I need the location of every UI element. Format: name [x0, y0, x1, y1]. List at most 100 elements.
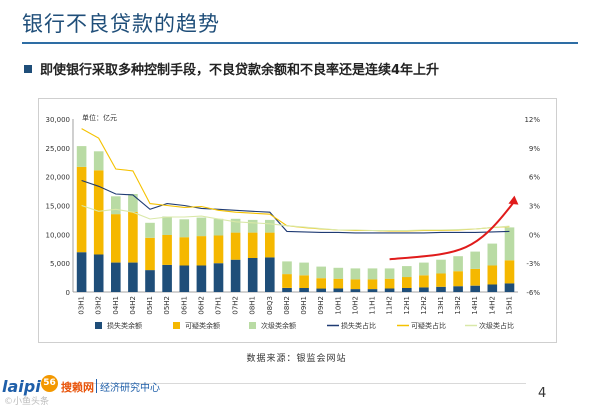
y-tick-right: 0%: [529, 231, 540, 239]
npl-chart: 0 5,000 10,000 15,000 20,000 25,000 30,000 -6% -…: [46, 113, 541, 330]
y-tick-right: 9%: [529, 145, 540, 153]
logo-department: 经济研究中心: [100, 383, 160, 394]
logo-badge: 56: [41, 375, 58, 392]
trend-arrow: [389, 201, 515, 261]
legend-label: 次级类占比: [479, 321, 514, 330]
bar-segment: [402, 266, 412, 278]
bar-segment: [265, 232, 275, 258]
bar-segment: [179, 219, 190, 238]
bar-segment: [316, 288, 326, 292]
subtitle-text: 即使银行采取多种控制手段，不良贷款余额和不良率还是连续4年上升: [40, 63, 440, 78]
x-tick-label: 15H1: [505, 296, 513, 315]
bar-segment: [453, 286, 463, 292]
bar-segment: [436, 259, 446, 274]
y-tick-right: -3%: [526, 260, 540, 268]
trend-arrow-head: [508, 195, 519, 205]
bar-segment: [247, 219, 258, 233]
x-tick-label: 04H2: [129, 296, 137, 315]
bar-segment: [282, 261, 292, 275]
unit-label: 单位：亿元: [82, 113, 117, 122]
bar-segment: [128, 211, 138, 263]
bar-segment: [367, 279, 378, 290]
bar-segment: [316, 278, 326, 289]
bar-segment: [213, 263, 224, 292]
bar-segment: [402, 288, 412, 292]
logo-brand: 搜赖网: [61, 381, 94, 394]
bar-segment: [504, 283, 515, 292]
bar-segment: [487, 243, 498, 266]
page-number: 4: [538, 386, 547, 401]
bar-segment: [487, 284, 498, 292]
bar-segment: [76, 146, 87, 167]
bar-segment: [282, 274, 292, 288]
series-line: [81, 179, 510, 234]
title-divider: [22, 42, 578, 44]
bar-segment: [93, 170, 104, 255]
bar-segment: [196, 236, 207, 266]
bar-segment: [128, 262, 138, 292]
bar-segment: [470, 285, 480, 292]
x-tick-label: 12H1: [403, 296, 411, 315]
bar-segment: [111, 196, 121, 215]
x-tick-label: 14H1: [471, 296, 479, 315]
legend-swatch: [173, 322, 180, 329]
x-tick-label: 14H2: [488, 296, 496, 315]
bar-segment: [333, 278, 344, 289]
legend-label: 次级类余额: [261, 321, 296, 330]
bar-segment: [384, 288, 395, 292]
y-tick-right: 3%: [529, 203, 540, 211]
bar-segment: [179, 237, 190, 266]
x-tick-label: 11H1: [369, 296, 377, 315]
bar-segment: [436, 286, 446, 292]
y-tick-left: 20,000: [46, 174, 71, 182]
bar-segment: [145, 222, 155, 238]
x-tick-label: 08H1: [249, 296, 257, 315]
y-tick-right: 12%: [524, 116, 540, 124]
y-tick-right: -6%: [526, 289, 540, 297]
logo-separator: [96, 379, 97, 393]
x-tick-label: 09H1: [300, 296, 308, 315]
bar-segment: [470, 251, 480, 269]
footer-divider: [86, 383, 526, 384]
bar-segment: [419, 262, 429, 276]
bar-segment: [76, 166, 87, 253]
bar-segment: [333, 267, 344, 279]
x-tick-label: 05H1: [146, 296, 154, 315]
x-tick-label: 06H1: [180, 296, 188, 315]
x-tick-label: 03H1: [78, 296, 86, 315]
x-tick-label: 08H2: [283, 296, 291, 315]
bar-segment: [111, 262, 121, 292]
x-tick-label: 10H2: [351, 296, 359, 315]
legend-label: 损失类占比: [341, 321, 376, 330]
bar-segment: [247, 258, 258, 292]
y-tick-left: 10,000: [46, 231, 71, 239]
watermark: ©小鱼头条: [4, 397, 50, 407]
bar-segment: [145, 270, 155, 292]
x-tick-label: 07H2: [232, 296, 240, 315]
bar-segment: [162, 264, 172, 292]
y-tick-left: 0: [66, 289, 70, 297]
bar-segment: [93, 254, 104, 292]
series-line: [81, 204, 510, 232]
bar-segment: [504, 227, 515, 261]
bar-segment: [230, 218, 241, 233]
x-tick-label: 08Q3: [266, 296, 274, 315]
bar-segment: [162, 234, 172, 265]
legend-swatch: [95, 322, 102, 329]
chart-frame: 0 5,000 10,000 15,000 20,000 25,000 30,000 -6% -…: [38, 98, 557, 343]
bar-segment: [470, 268, 480, 286]
bar-segment: [213, 218, 224, 236]
bar-segment: [93, 151, 104, 171]
bar-segment: [350, 268, 361, 280]
bar-segment: [196, 265, 207, 292]
series-line: [81, 128, 510, 232]
bar-segment: [419, 287, 429, 292]
bar-segment: [162, 216, 172, 235]
bar-segment: [230, 259, 241, 292]
bar-segment: [230, 232, 241, 260]
bar-segment: [316, 266, 326, 279]
bullet-square-icon: [24, 65, 32, 73]
bar-segment: [384, 268, 395, 279]
y-tick-left: 15,000: [46, 203, 71, 211]
bar-segment: [128, 194, 138, 212]
